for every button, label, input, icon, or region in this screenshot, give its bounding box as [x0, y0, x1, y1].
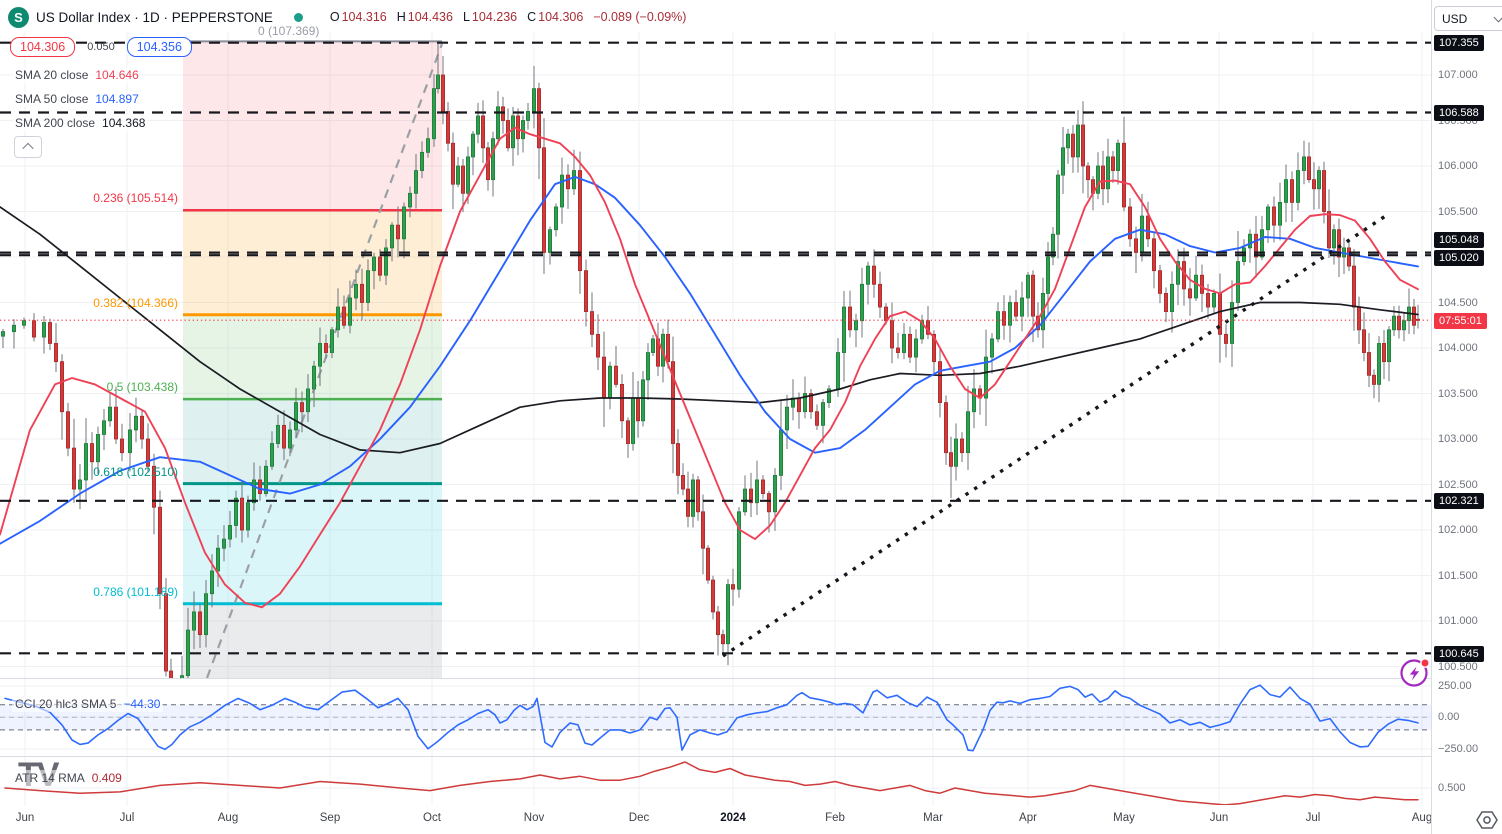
currency-label: USD [1442, 11, 1468, 26]
month-label[interactable]: Oct [423, 812, 441, 824]
price-scale[interactable]: USD 107.000 106.500 106.000 105.500 104.500 1… [1432, 0, 1502, 834]
price-scale-label: 0.500 [1438, 782, 1466, 794]
countdown-badge: 07:55:01 [1434, 313, 1487, 329]
sma50-legend[interactable]: SMA 50 close 104.897 [12, 91, 142, 107]
sma20-legend[interactable]: SMA 20 close 104.646 [12, 67, 142, 83]
month-label[interactable]: Nov [523, 812, 545, 824]
price-scale-label: 106.000 [1438, 160, 1478, 172]
cci-legend[interactable]: CCI 20 hlc3 SMA 5 −44.30 [12, 696, 164, 712]
fib-level-label: 0.236 (105.514) [93, 191, 178, 206]
open-value: 104.316 [341, 10, 387, 24]
close-label: C [527, 10, 537, 24]
low-value: 104.236 [471, 10, 518, 24]
month-label[interactable]: Mar [923, 812, 943, 824]
month-label[interactable]: Aug [1411, 812, 1431, 824]
month-label[interactable]: Aug [217, 812, 239, 824]
price-level-badge: 105.048 [1434, 232, 1484, 248]
chart-header: S US Dollar Index · 1D · PEPPERSTONE O 10… [8, 5, 686, 29]
symbol-title[interactable]: US Dollar Index · 1D · PEPPERSTONE [36, 9, 273, 25]
buy-button[interactable]: 104.356 [126, 37, 192, 57]
price-level-badge: 105.020 [1434, 250, 1484, 266]
price-scale-label: 250.00 [1438, 680, 1472, 692]
price-scale-label: 0.00 [1438, 711, 1460, 723]
collapse-legend-button[interactable] [14, 136, 42, 158]
sma200-value: 104.368 [102, 116, 146, 130]
sma200-label: SMA 200 close [15, 116, 96, 130]
month-label[interactable]: May [1113, 812, 1135, 824]
month-label[interactable]: Feb [825, 812, 845, 824]
price-scale-label: 100.500 [1438, 661, 1478, 673]
fib-level-label: 0.786 (101.189) [93, 584, 178, 599]
close-value: 104.306 [538, 10, 584, 24]
price-scale-label: 101.500 [1438, 570, 1478, 582]
change-value: −0.089 (−0.09%) [593, 10, 687, 24]
ohlc-values: O 104.316 H 104.436 L 104.236 C 104.306 −0.0… [322, 10, 687, 24]
price-level-badge: 100.645 [1434, 646, 1484, 662]
month-label[interactable]: Apr [1019, 812, 1037, 824]
price-scale-label: 102.000 [1438, 524, 1478, 536]
high-value: 104.436 [407, 10, 453, 24]
month-label[interactable]: 2024 [720, 812, 746, 824]
price-scale-label: 104.000 [1438, 342, 1478, 354]
timezone-settings-icon[interactable] [1474, 809, 1500, 834]
month-label[interactable]: Jun [1209, 812, 1229, 824]
month-label[interactable]: Jun [15, 812, 35, 824]
month-label[interactable]: Sep [319, 812, 341, 824]
sell-button[interactable]: 104.306 [10, 37, 76, 57]
sma20-label: SMA 20 close [15, 68, 89, 82]
price-scale-label: 104.500 [1438, 297, 1478, 309]
month-label[interactable]: Jul [1305, 812, 1321, 824]
price-level-badge: 102.321 [1434, 493, 1484, 509]
price-scale-label: 103.500 [1438, 388, 1478, 400]
fib-level-label: 0.382 (104.366) [93, 295, 178, 310]
spread-value: 0.050 [87, 41, 115, 53]
price-level-badge: 107.355 [1434, 35, 1484, 51]
chevron-up-icon [22, 142, 34, 155]
fib-level-label: 0.618 (102.510) [93, 464, 178, 479]
price-scale-label: 101.000 [1438, 615, 1478, 627]
low-label: L [462, 10, 470, 24]
pepperstone-logo-icon: S [8, 6, 29, 28]
price-level-badge: 106.588 [1434, 105, 1484, 121]
sma200-legend[interactable]: SMA 200 close 104.368 [12, 115, 149, 131]
fib-level-label: 0 (107.369) [258, 24, 320, 38]
atr-value: 0.409 [91, 771, 122, 785]
price-scale-label: −250.00 [1438, 743, 1479, 755]
quote-panel: 104.306 0.050 104.356 [10, 37, 192, 57]
month-label[interactable]: Dec [628, 812, 650, 824]
open-label: O [329, 10, 340, 24]
high-label: H [396, 10, 406, 24]
sma50-value: 104.897 [95, 92, 139, 106]
month-label[interactable]: Jul [119, 812, 135, 824]
market-status-dot-icon [293, 12, 303, 22]
chevron-down-icon [1493, 12, 1502, 23]
sma50-label: SMA 50 close [15, 92, 89, 106]
price-scale-label: 103.000 [1438, 433, 1478, 445]
alert-lightning-icon[interactable] [1399, 656, 1432, 689]
sma20-value: 104.646 [95, 68, 139, 82]
time-axis[interactable]: Jun Jul Aug Sep Oct Nov Dec 2024 Feb Mar Apr May Jun… [0, 806, 1431, 834]
atr-label: ATR 14 RMA [15, 771, 85, 785]
cci-value: −44.30 [123, 697, 161, 711]
price-scale-label: 107.000 [1438, 69, 1478, 81]
atr-legend[interactable]: ATR 14 RMA 0.409 [12, 770, 125, 786]
price-scale-label: 105.500 [1438, 206, 1478, 218]
fib-level-label: 0.5 (103.438) [106, 380, 178, 395]
price-scale-label: 102.500 [1438, 479, 1478, 491]
currency-select[interactable]: USD [1434, 6, 1502, 31]
cci-label: CCI 20 hlc3 SMA 5 [15, 697, 117, 711]
